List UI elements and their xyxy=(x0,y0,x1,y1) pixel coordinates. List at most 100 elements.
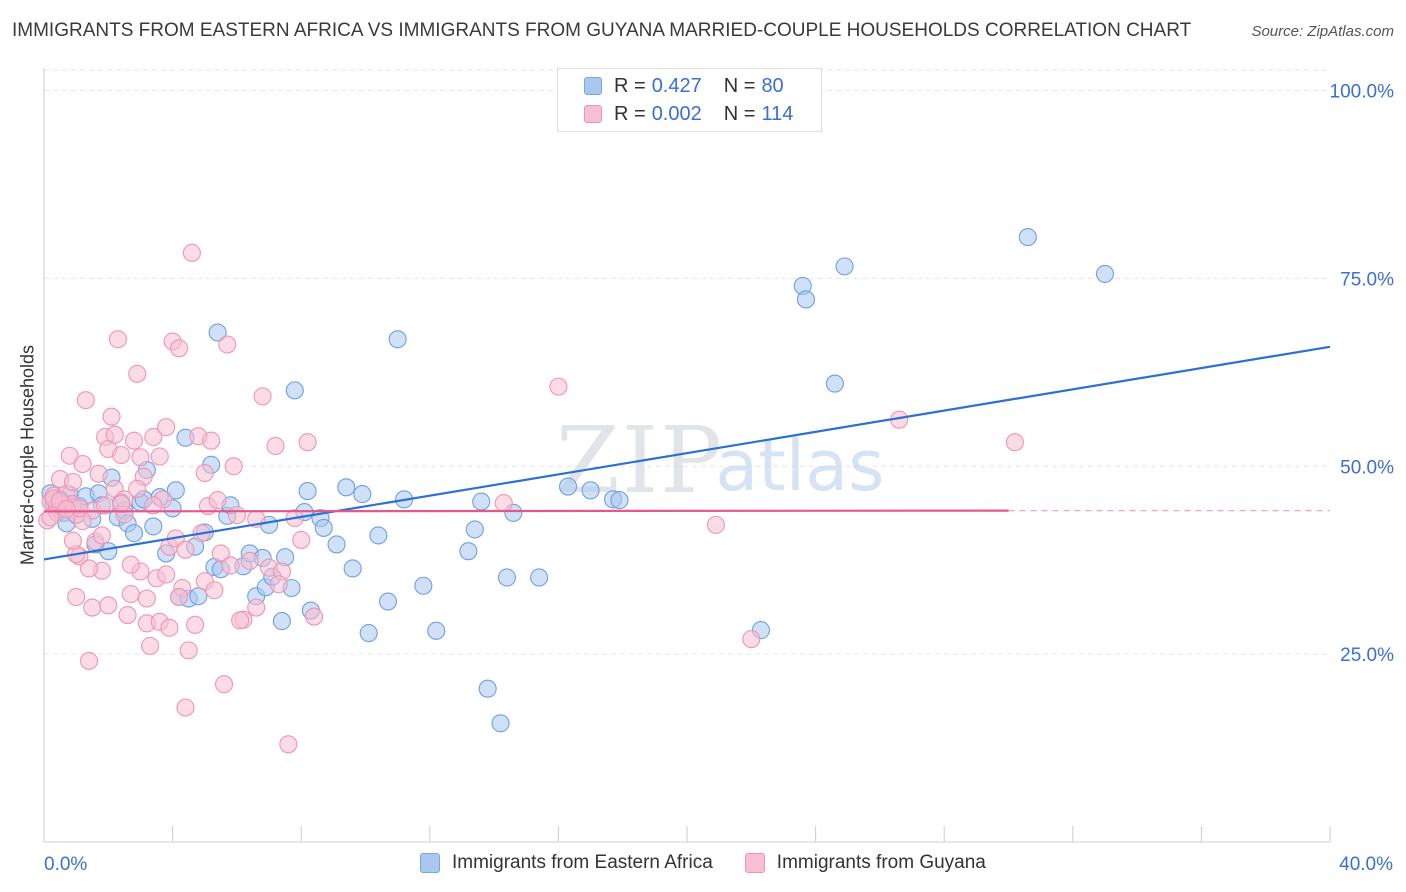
series-legend-item-eastern-africa[interactable]: Immigrants from Eastern Africa xyxy=(420,852,713,874)
guyana-point xyxy=(105,425,124,444)
guyana-point xyxy=(41,508,60,527)
guyana-point xyxy=(99,596,118,615)
guyana-point xyxy=(60,446,79,465)
guyana-point xyxy=(240,551,259,571)
guyana-point xyxy=(141,636,160,655)
guyana-point xyxy=(131,448,150,467)
guyana-point xyxy=(63,473,82,492)
guyana-point xyxy=(706,515,725,534)
guyana-point xyxy=(112,494,131,513)
guyana-point xyxy=(549,377,568,396)
source-note: Source: ZipAtlas.com xyxy=(1251,23,1394,40)
guyana-point xyxy=(742,630,761,649)
guyana-point xyxy=(118,606,137,625)
guyana-point xyxy=(108,330,127,349)
eastern-africa-point xyxy=(530,568,549,587)
guyana-point xyxy=(224,457,243,476)
eastern-africa-point xyxy=(835,257,854,276)
legend-n-value: 114 xyxy=(761,102,794,125)
legend-r-label: R = xyxy=(614,74,646,97)
guyana-point xyxy=(305,607,324,626)
guyana-point xyxy=(211,544,230,563)
guyana-point xyxy=(92,526,111,545)
eastern-africa-point xyxy=(459,542,478,561)
guyana-point xyxy=(76,391,95,410)
eastern-africa-point xyxy=(478,679,497,698)
guyana-point xyxy=(176,540,195,559)
guyana-trend-line xyxy=(43,509,1009,513)
guyana-point xyxy=(169,587,189,607)
eastern-africa-point xyxy=(497,568,517,587)
guyana-point xyxy=(221,556,240,575)
eastern-africa-point xyxy=(337,478,356,497)
eastern-africa-point xyxy=(369,526,388,545)
guyana-point xyxy=(494,494,513,513)
guyana-point xyxy=(205,581,224,600)
eastern-africa-point xyxy=(314,518,333,537)
eastern-africa-point xyxy=(378,592,398,611)
guyana-point xyxy=(279,735,298,754)
guyana-point xyxy=(124,431,144,450)
guyana-point xyxy=(214,675,234,694)
guyana-point xyxy=(57,500,76,519)
guyana-point xyxy=(73,454,92,474)
guyana-point xyxy=(102,407,121,426)
eastern-africa-point xyxy=(343,559,362,578)
guyana-point xyxy=(269,575,288,594)
tick-labels: 25.0% 50.0% 75.0% 100.0% 0.0% 40.0% xyxy=(44,82,1394,875)
legend-r-value: 0.002 xyxy=(651,102,702,125)
guyana-point xyxy=(218,335,237,354)
eastern-africa-point xyxy=(298,482,317,501)
eastern-africa-point xyxy=(610,491,629,510)
axes xyxy=(43,68,1331,843)
guyana-point xyxy=(112,445,131,465)
eastern-africa-point xyxy=(558,477,578,496)
eastern-africa-point xyxy=(144,517,163,536)
series-points xyxy=(38,243,1024,754)
guyana-point xyxy=(128,479,147,498)
guyana-point xyxy=(144,427,163,447)
guyana-point xyxy=(298,433,317,452)
series-swatch-eastern-africa xyxy=(420,853,440,873)
guyana-point xyxy=(157,418,176,437)
watermark: ZIP atlas xyxy=(556,407,885,514)
guyana-point xyxy=(195,463,214,483)
eastern-africa-point xyxy=(388,330,407,349)
legend-row-eastern-africa: R = 0.427 N = 80 xyxy=(584,73,784,99)
series-legend: Immigrants from Eastern Africa Immigrant… xyxy=(420,852,1018,874)
eastern-africa-point xyxy=(285,381,304,400)
eastern-africa-point xyxy=(272,612,291,631)
x-tick-label: 0.0% xyxy=(44,854,87,875)
guyana-point xyxy=(121,584,140,604)
guyana-point xyxy=(247,598,266,617)
guyana-point xyxy=(182,243,201,262)
legend-r-value: 0.427 xyxy=(651,74,702,97)
guyana-point xyxy=(186,615,205,634)
guyana-point xyxy=(150,447,169,466)
eastern-africa-point xyxy=(208,323,227,342)
y-tick-label: 75.0% xyxy=(1340,269,1394,290)
guyana-point xyxy=(292,530,311,549)
series-legend-label: Immigrants from Eastern Africa xyxy=(452,852,713,873)
y-axis-label: Married-couple Households xyxy=(17,344,38,566)
legend-n-value: 80 xyxy=(761,74,784,97)
eastern-africa-point xyxy=(327,535,346,554)
eastern-africa-point xyxy=(1018,228,1037,247)
guyana-point xyxy=(253,387,272,406)
data-points xyxy=(38,228,1114,754)
eastern-africa-point xyxy=(124,524,144,543)
guyana-point xyxy=(63,531,82,550)
guyana-point xyxy=(144,496,163,515)
series-legend-item-guyana[interactable]: Immigrants from Guyana xyxy=(744,852,986,874)
legend-r-label: R = xyxy=(614,102,646,125)
series-legend-label: Immigrants from Guyana xyxy=(776,852,986,873)
eastern-africa-point xyxy=(796,290,816,309)
legend-row-guyana: R = 0.002 N = 114 xyxy=(584,101,793,127)
guyana-point xyxy=(266,436,285,456)
eastern-africa-point xyxy=(189,587,208,606)
guyana-point xyxy=(208,491,227,510)
guyana-point xyxy=(202,431,221,450)
eastern-africa-point xyxy=(465,520,484,539)
guyana-point xyxy=(89,464,108,483)
